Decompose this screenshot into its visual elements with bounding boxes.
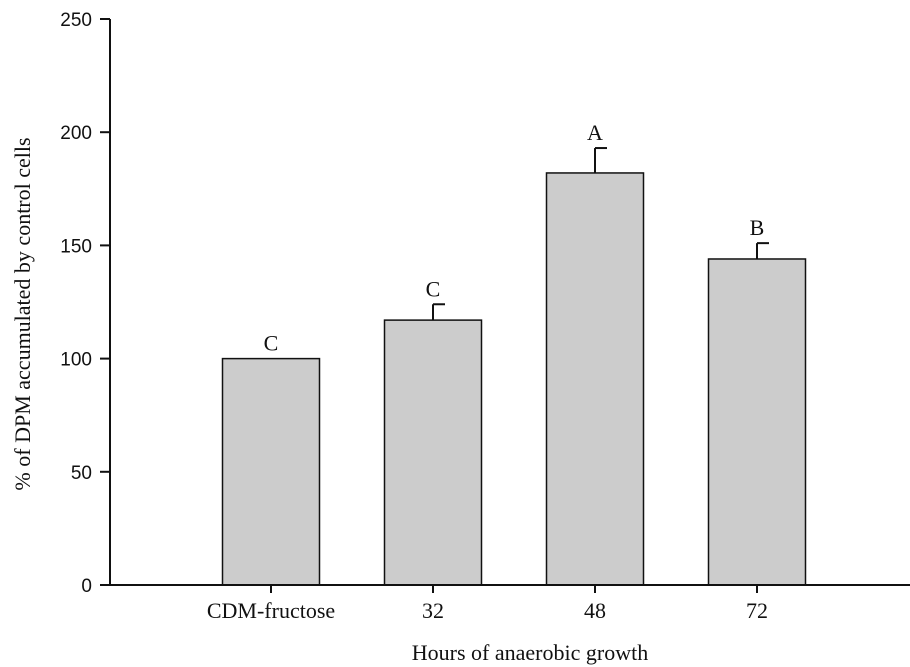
x-tick-label: 48 xyxy=(584,598,606,623)
y-axis-title: % of DPM accumulated by control cells xyxy=(10,137,35,490)
x-axis-tick-labels: CDM-fructose 32 48 72 xyxy=(207,585,768,623)
bar xyxy=(707,258,807,586)
x-tick-label: 72 xyxy=(746,598,768,623)
x-tick-label: 32 xyxy=(422,598,444,623)
y-tick-label: 100 xyxy=(60,350,92,371)
significance-label: C xyxy=(426,276,441,301)
significance-label: A xyxy=(587,120,603,145)
y-tick-label: 250 xyxy=(60,10,92,31)
bar xyxy=(545,172,645,586)
bar xyxy=(383,319,483,586)
y-tick-label: 150 xyxy=(60,236,92,257)
significance-label: B xyxy=(750,215,765,240)
y-tick-label: 0 xyxy=(81,576,92,597)
bars-group: C C A B xyxy=(221,120,807,586)
bar xyxy=(221,357,321,586)
x-tick-label: CDM-fructose xyxy=(207,598,335,623)
y-tick-label: 200 xyxy=(60,123,92,144)
y-axis-ticks: 0 50 100 150 200 250 xyxy=(60,10,110,597)
x-axis-title: Hours of anaerobic growth xyxy=(412,640,648,665)
significance-label: C xyxy=(264,331,279,356)
y-tick-label: 50 xyxy=(71,463,92,484)
